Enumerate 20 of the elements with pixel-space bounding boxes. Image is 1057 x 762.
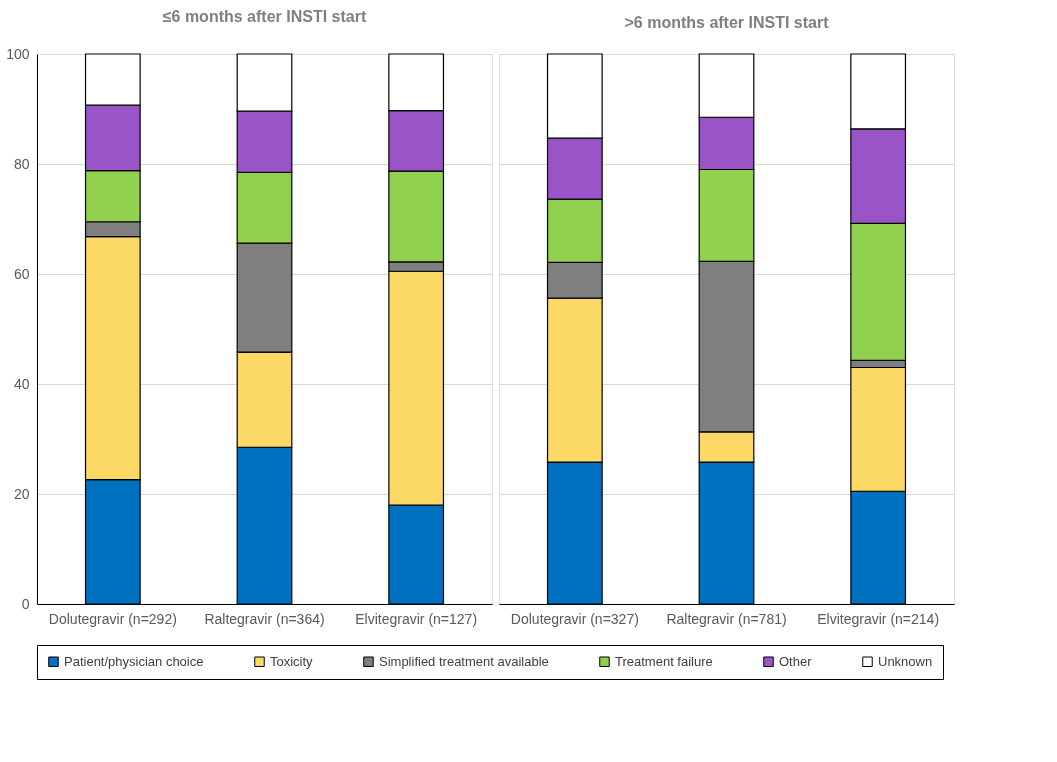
legend-label: Simplified treatment available [379, 653, 549, 669]
chart-title: >6 months after INSTI start [624, 14, 830, 32]
y-tick-label: 20 [13, 485, 30, 502]
x-tick-label: Raltegravir (n=364) [204, 610, 325, 627]
y-tick-label: 40 [13, 375, 30, 392]
y-tick-label: 100 [6, 45, 30, 62]
x-tick-label: Dolutegravir (n=327) [510, 610, 639, 627]
legend-label: Other [779, 653, 813, 669]
y-tick-label: 60 [13, 265, 30, 282]
x-tick-label: Elvitegravir (n=127) [355, 610, 478, 627]
chart-title: ≤6 months after INSTI start [162, 8, 367, 25]
legend-label: Treatment failure [615, 653, 713, 669]
x-tick-label: Dolutegravir (n=292) [48, 610, 177, 627]
legend-label: Toxicity [270, 653, 314, 669]
x-tick-label: Raltegravir (n=781) [666, 610, 787, 627]
y-tick-label: 0 [21, 595, 30, 612]
legend-label: Unknown [878, 653, 933, 669]
x-tick-label: Elvitegravir (n=214) [817, 610, 940, 627]
legend-label: Patient/physician choice [64, 653, 204, 669]
y-tick-label: 80 [13, 155, 30, 172]
